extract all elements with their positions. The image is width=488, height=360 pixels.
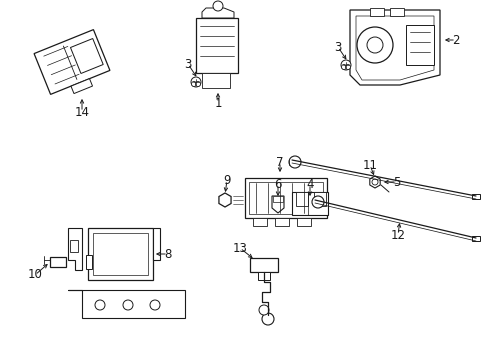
Text: 2: 2 (451, 33, 459, 46)
Circle shape (95, 300, 105, 310)
Polygon shape (68, 228, 82, 270)
FancyBboxPatch shape (249, 258, 278, 272)
Text: 6: 6 (274, 177, 281, 190)
FancyBboxPatch shape (252, 218, 266, 226)
FancyBboxPatch shape (405, 25, 433, 65)
Polygon shape (202, 8, 234, 18)
Text: 3: 3 (184, 58, 191, 71)
Circle shape (345, 64, 350, 69)
Text: 5: 5 (392, 176, 400, 189)
Text: 14: 14 (74, 105, 89, 118)
Polygon shape (34, 30, 110, 94)
Text: 8: 8 (164, 248, 171, 261)
FancyBboxPatch shape (196, 18, 238, 73)
Text: 11: 11 (362, 158, 377, 171)
Circle shape (191, 77, 201, 87)
FancyBboxPatch shape (88, 228, 153, 280)
Circle shape (366, 37, 382, 53)
FancyBboxPatch shape (274, 218, 288, 226)
Polygon shape (271, 196, 284, 213)
FancyBboxPatch shape (244, 178, 326, 218)
Circle shape (213, 1, 223, 11)
Circle shape (288, 156, 301, 168)
FancyBboxPatch shape (389, 8, 403, 16)
FancyBboxPatch shape (50, 257, 66, 267)
Text: 9: 9 (223, 174, 230, 186)
Circle shape (262, 313, 273, 325)
FancyBboxPatch shape (471, 194, 479, 199)
Circle shape (191, 81, 196, 86)
Circle shape (311, 196, 324, 208)
FancyBboxPatch shape (70, 240, 78, 252)
Polygon shape (71, 78, 92, 94)
Polygon shape (369, 176, 379, 188)
Circle shape (340, 60, 350, 70)
Text: 1: 1 (214, 96, 221, 109)
Circle shape (150, 300, 160, 310)
FancyBboxPatch shape (369, 8, 383, 16)
Circle shape (259, 305, 268, 315)
Polygon shape (291, 192, 327, 215)
Circle shape (123, 300, 133, 310)
Circle shape (341, 64, 346, 69)
Polygon shape (70, 39, 103, 73)
Text: 12: 12 (390, 229, 405, 242)
Polygon shape (349, 10, 439, 85)
Text: 4: 4 (305, 177, 313, 190)
Polygon shape (68, 290, 184, 318)
Text: 7: 7 (276, 156, 283, 168)
Text: 10: 10 (27, 269, 42, 282)
FancyBboxPatch shape (93, 233, 148, 275)
FancyBboxPatch shape (248, 182, 323, 214)
Polygon shape (219, 193, 231, 207)
FancyBboxPatch shape (295, 192, 307, 206)
Circle shape (356, 27, 392, 63)
FancyBboxPatch shape (258, 272, 269, 280)
FancyBboxPatch shape (86, 255, 92, 269)
Text: 3: 3 (334, 41, 341, 54)
FancyBboxPatch shape (296, 218, 310, 226)
FancyBboxPatch shape (471, 236, 479, 241)
FancyBboxPatch shape (313, 192, 325, 206)
Circle shape (195, 81, 200, 86)
Circle shape (371, 179, 377, 185)
FancyBboxPatch shape (202, 73, 229, 88)
Polygon shape (355, 16, 433, 80)
Polygon shape (153, 228, 160, 260)
Text: 13: 13 (232, 242, 247, 255)
FancyBboxPatch shape (272, 196, 283, 202)
